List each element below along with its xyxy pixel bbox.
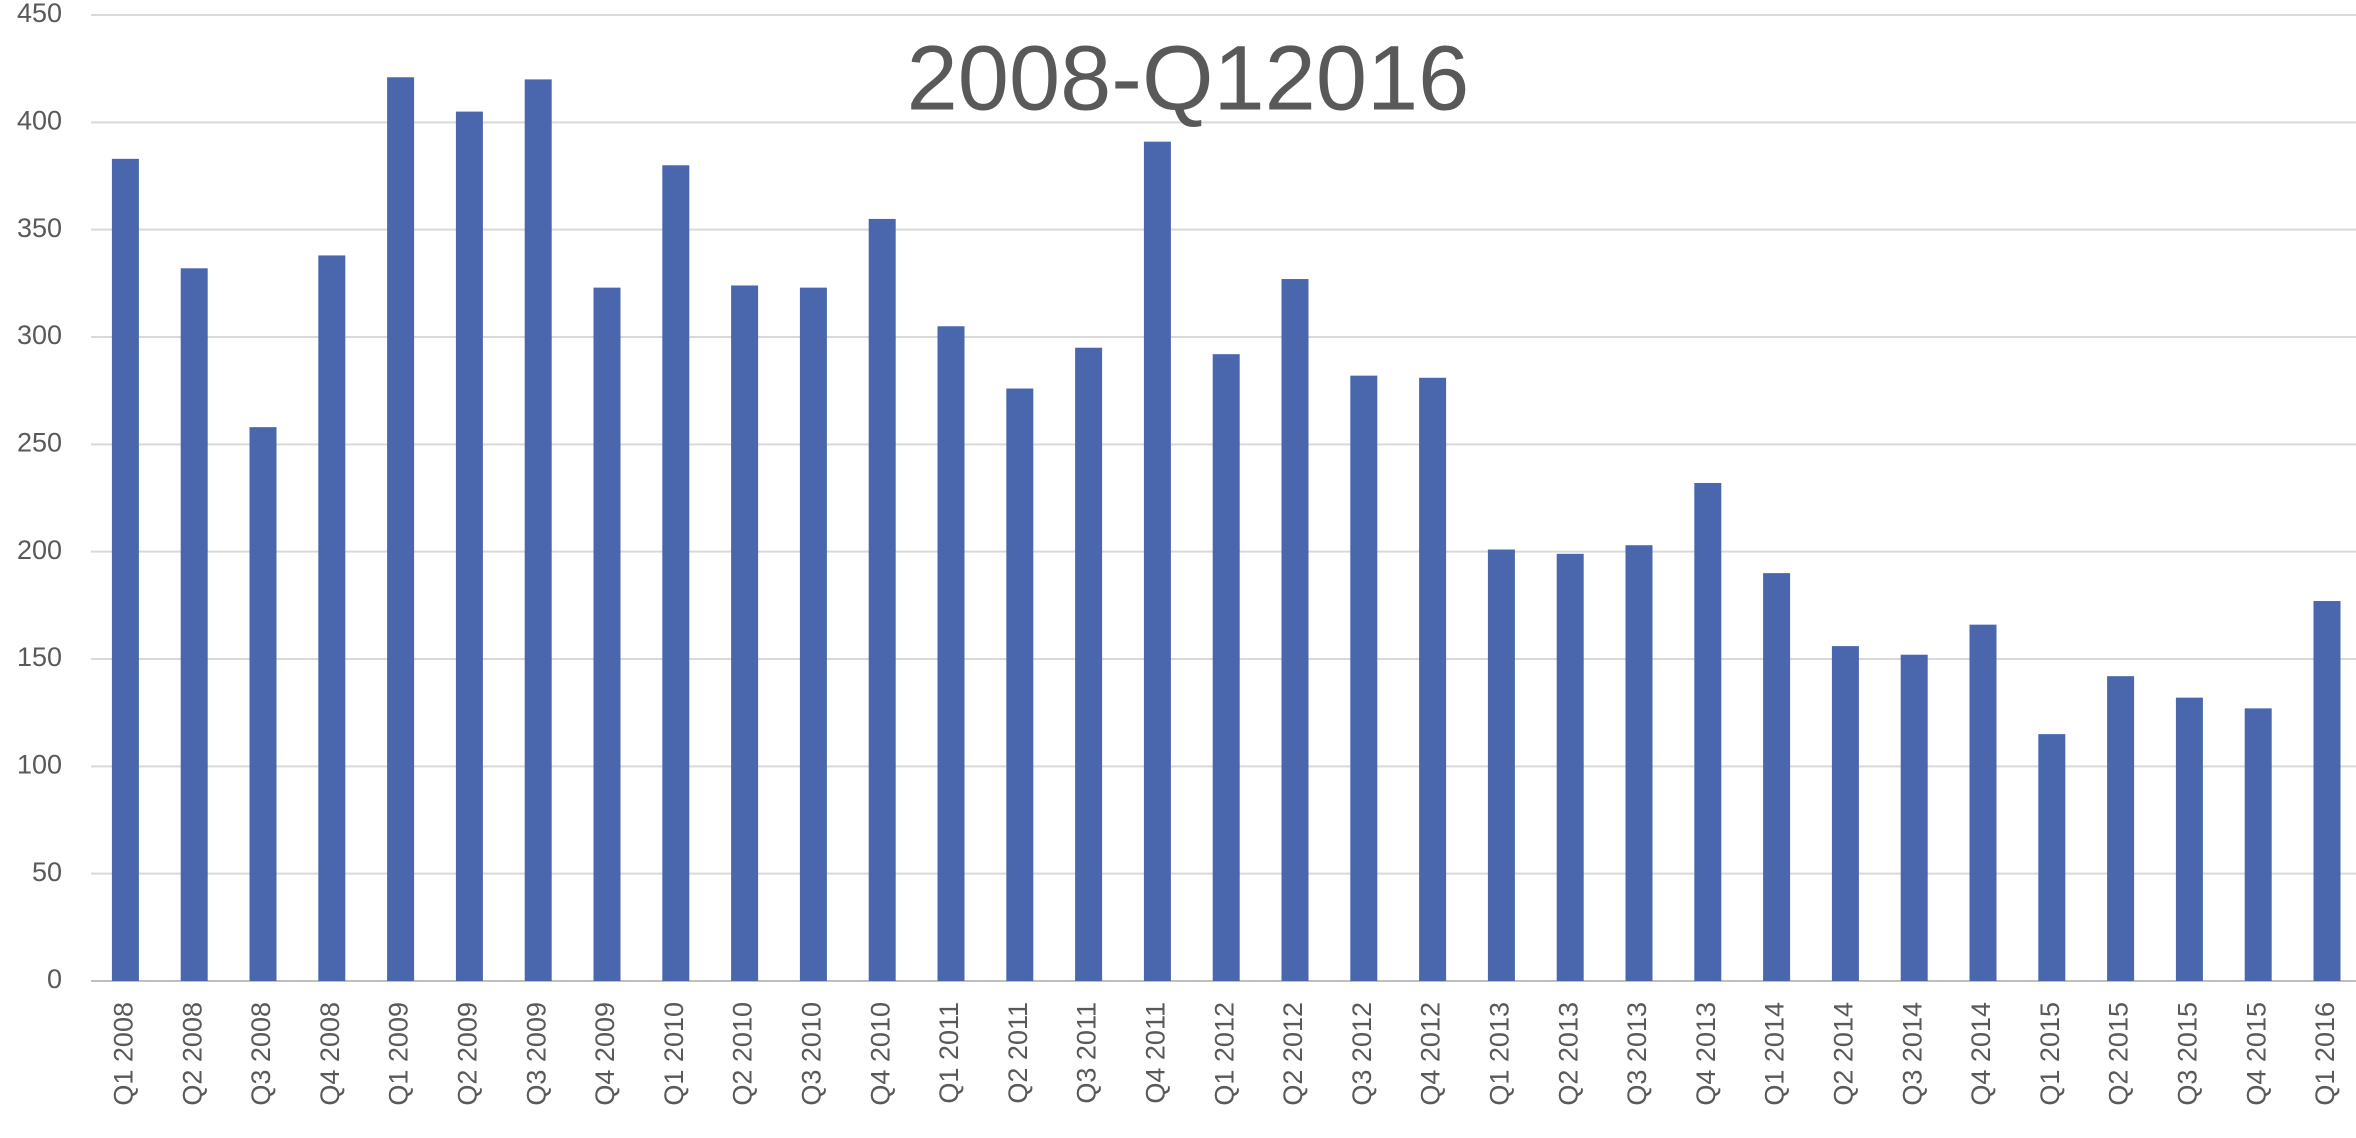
bar	[1281, 279, 1309, 981]
y-tick-label: 300	[17, 320, 62, 350]
x-tick-label: Q2 2013	[1553, 1002, 1583, 1106]
x-tick-label: Q4 2010	[865, 1002, 895, 1106]
bar	[1075, 347, 1103, 981]
bar	[180, 268, 208, 982]
y-tick-label: 100	[17, 749, 62, 779]
x-tick-label: Q3 2008	[246, 1002, 276, 1106]
x-tick-label: Q2 2008	[177, 1002, 207, 1106]
bar	[1694, 482, 1722, 981]
x-tick-label: Q4 2012	[1416, 1002, 1446, 1106]
bar	[2175, 697, 2203, 981]
bar	[1556, 553, 1584, 981]
x-tick-label: Q4 2015	[2241, 1002, 2271, 1106]
x-tick-label: Q2 2011	[1003, 1002, 1033, 1104]
x-tick-label: Q1 2013	[1485, 1002, 1515, 1106]
plot: 0 50 100 150 200 250 300 350 400 450 Q1 2008 Q2 200…	[17, 0, 2356, 1106]
bar	[1350, 375, 1378, 981]
bar	[249, 427, 277, 981]
x-tick-label: Q1 2012	[1209, 1002, 1239, 1106]
bar	[387, 77, 415, 981]
x-tick-label: Q2 2015	[2104, 1002, 2134, 1106]
y-tick-label: 200	[17, 535, 62, 565]
x-tick-label: Q1 2014	[1760, 1002, 1790, 1106]
bar	[318, 255, 346, 982]
x-tick-label: Q3 2011	[1072, 1002, 1102, 1104]
x-tick-label: Q4 2009	[590, 1002, 620, 1106]
bar	[1969, 624, 1997, 981]
bar	[1487, 549, 1515, 981]
bar	[1006, 388, 1034, 981]
x-tick-label: Q2 2012	[1278, 1002, 1308, 1106]
chart-title: 2008-Q12016	[907, 27, 1470, 129]
x-tick-label: Q1 2009	[384, 1002, 414, 1106]
bar	[799, 287, 827, 981]
bar	[1763, 573, 1791, 981]
bar	[1900, 654, 1928, 981]
y-tick-label: 50	[32, 857, 62, 887]
x-tick-label: Q3 2013	[1622, 1002, 1652, 1106]
bar	[455, 111, 483, 982]
bar	[524, 79, 552, 981]
bar	[1625, 545, 1653, 981]
y-tick-label: 150	[17, 642, 62, 672]
x-tick-label: Q4 2014	[1966, 1002, 1996, 1106]
x-tick-label: Q1 2008	[109, 1002, 139, 1106]
x-tick-label: Q3 2014	[1897, 1002, 1927, 1106]
bar	[111, 158, 139, 981]
y-tick-label: 0	[47, 964, 62, 994]
bar	[593, 287, 621, 981]
y-tick-label: 400	[17, 105, 62, 135]
bar	[1831, 646, 1859, 981]
bar	[2244, 708, 2272, 981]
x-tick-label: Q2 2010	[728, 1002, 758, 1106]
bar	[1419, 377, 1447, 982]
x-tick-label: Q1 2015	[2035, 1002, 2065, 1106]
x-tick-label: Q1 2010	[659, 1002, 689, 1106]
bar	[1143, 141, 1171, 982]
bar	[662, 165, 690, 981]
x-tick-label: Q2 2009	[453, 1002, 483, 1106]
x-tick-label: Q1 2011	[934, 1002, 964, 1104]
x-tick-label: Q2 2014	[1829, 1002, 1859, 1106]
bar	[1212, 354, 1240, 981]
x-tick-label: Q4 2013	[1691, 1002, 1721, 1106]
bar	[2038, 734, 2066, 981]
bar	[731, 285, 759, 982]
y-tick-label: 450	[17, 0, 62, 28]
bar	[2107, 676, 2135, 981]
y-tick-label: 250	[17, 427, 62, 457]
bar	[868, 218, 896, 981]
x-tick-label: Q1 2016	[2310, 1002, 2340, 1106]
x-tick-label: Q3 2009	[521, 1002, 551, 1106]
y-tick-label: 350	[17, 213, 62, 243]
x-tick-label: Q3 2015	[2173, 1002, 2203, 1106]
x-tick-label: Q4 2011	[1141, 1002, 1171, 1104]
x-tick-label: Q4 2008	[315, 1002, 345, 1106]
x-tick-label: Q3 2010	[797, 1002, 827, 1106]
x-tick-label: Q3 2012	[1347, 1002, 1377, 1106]
bar	[937, 326, 965, 981]
bar	[2313, 601, 2341, 981]
